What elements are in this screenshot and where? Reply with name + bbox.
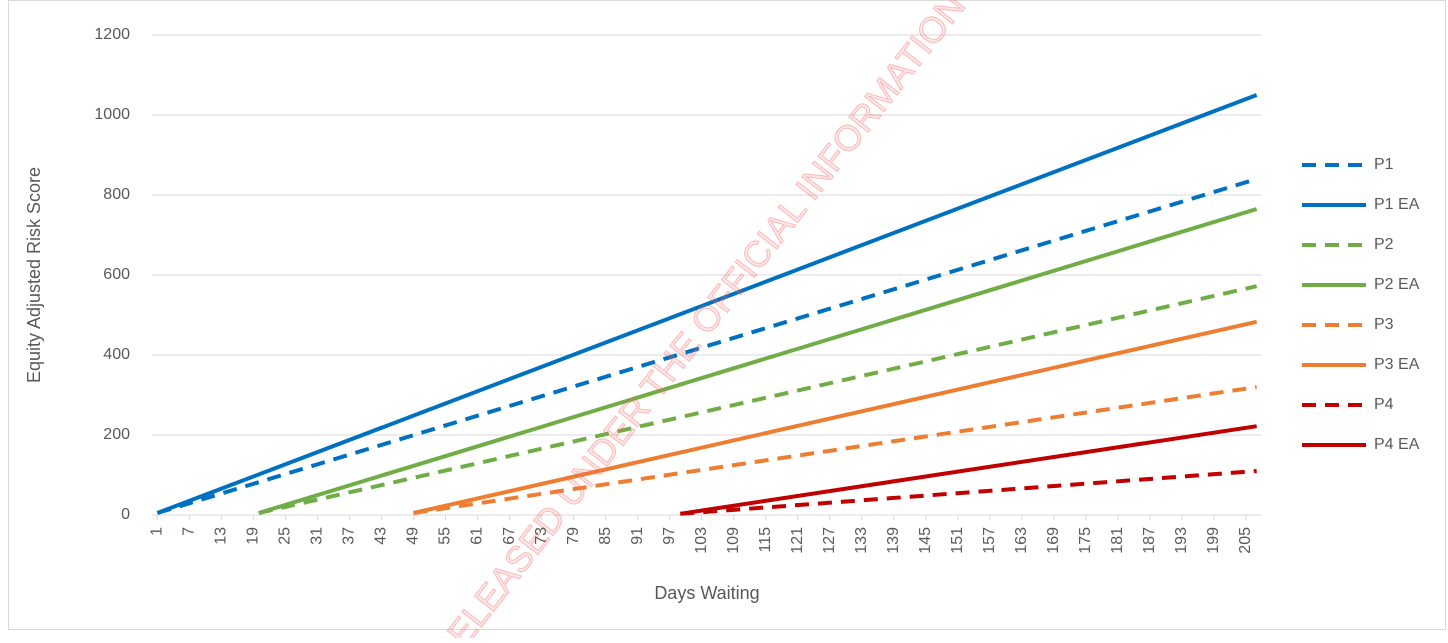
x-tick-label: 199: [1205, 527, 1222, 554]
x-tick-label: 13: [213, 527, 230, 545]
x-tick-label: 175: [1077, 527, 1094, 554]
series-line: [413, 319, 1258, 515]
x-tick-label: 85: [597, 527, 614, 545]
x-tick-label: 151: [949, 527, 966, 554]
y-tick-label: 1200: [94, 26, 130, 43]
legend-label: P1 EA: [1374, 196, 1420, 213]
x-tick-label: 31: [309, 527, 326, 545]
x-tick-label: 193: [1173, 527, 1190, 554]
x-tick-label: 169: [1045, 527, 1062, 554]
x-tick-label: 55: [437, 527, 454, 545]
x-tick-label: 157: [981, 527, 998, 554]
legend-label: P4: [1374, 396, 1394, 413]
x-tick-label: 73: [533, 527, 550, 545]
x-tick-label: 163: [1013, 527, 1030, 554]
chart-border: [8, 0, 1446, 630]
x-tick-label: 67: [501, 527, 518, 545]
y-tick-label: 800: [103, 186, 130, 203]
x-tick-label: 205: [1237, 527, 1254, 554]
x-tick-label: 49: [405, 527, 422, 545]
x-tick-label: 181: [1109, 527, 1126, 554]
x-tick-label: 79: [565, 527, 582, 545]
legend-label: P2 EA: [1374, 276, 1420, 293]
x-tick-label: 187: [1141, 527, 1158, 554]
x-axis-label: Days Waiting: [654, 583, 759, 603]
x-tick-label: 109: [725, 527, 742, 554]
x-tick-label: 103: [693, 527, 710, 554]
x-tick-label: 145: [917, 527, 934, 554]
y-tick-label: 400: [103, 346, 130, 363]
x-tick-label: 37: [341, 527, 358, 545]
y-tick-label: 0: [121, 506, 130, 523]
x-tick-label: 115: [757, 527, 774, 553]
x-tick-label: 43: [373, 527, 390, 545]
x-tick-label: 19: [245, 527, 262, 545]
x-tick-label: 139: [885, 527, 902, 554]
series-line: [680, 469, 1257, 516]
x-tick-label: 1: [149, 527, 166, 536]
x-tick-label: 91: [629, 527, 646, 545]
x-tick-label: 127: [821, 527, 838, 554]
y-tick-label: 600: [103, 266, 130, 283]
legend-label: P3 EA: [1374, 356, 1420, 373]
legend-label: P1: [1374, 156, 1394, 173]
legend-label: P2: [1374, 236, 1394, 253]
x-tick-label: 7: [181, 527, 198, 536]
series-line: [413, 385, 1257, 515]
y-axis-label: Equity Adjusted Risk Score: [24, 167, 44, 383]
legend-label: P4 EA: [1374, 436, 1420, 453]
series-line: [680, 424, 1257, 516]
series-line: [156, 93, 1258, 515]
y-tick-label: 200: [103, 426, 130, 443]
x-tick-label: 133: [853, 527, 870, 554]
series-line: [258, 207, 1258, 515]
lines: [156, 93, 1258, 516]
x-tick-label: 61: [469, 527, 486, 545]
series-line: [156, 177, 1258, 515]
y-tick-label: 1000: [94, 106, 130, 123]
x-tick-label: 97: [661, 527, 678, 545]
x-tick-label: 121: [789, 527, 806, 554]
x-tick-label: 25: [277, 527, 294, 545]
series-line: [258, 284, 1258, 515]
legend-label: P3: [1374, 316, 1394, 333]
grid: [152, 34, 1262, 520]
